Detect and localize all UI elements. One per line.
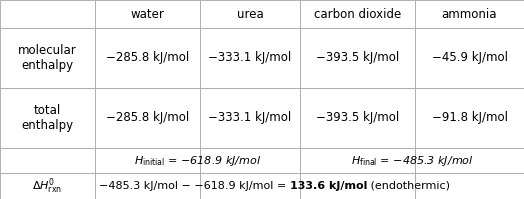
Bar	[300, 0, 415, 28]
Text: −393.5 kJ/mol: −393.5 kJ/mol	[316, 52, 399, 64]
Bar	[95, 88, 200, 148]
Text: $H_{\mathrm{initial}}$ = −618.9 kJ/mol: $H_{\mathrm{initial}}$ = −618.9 kJ/mol	[134, 153, 261, 168]
Bar	[95, 28, 200, 88]
Text: 133.6 kJ/mol: 133.6 kJ/mol	[290, 181, 367, 191]
Bar	[0, 0, 95, 28]
Bar	[415, 28, 524, 88]
Bar	[95, 148, 200, 173]
Bar	[200, 88, 300, 148]
Bar	[415, 88, 524, 148]
Bar	[200, 148, 300, 173]
Bar	[0, 173, 95, 199]
Text: (endothermic): (endothermic)	[367, 181, 450, 191]
Text: $\Delta H^0_{\mathrm{rxn}}$: $\Delta H^0_{\mathrm{rxn}}$	[32, 176, 62, 196]
Text: urea: urea	[237, 8, 264, 20]
Text: $H_{\mathrm{final}}$ = −485.3 kJ/mol: $H_{\mathrm{final}}$ = −485.3 kJ/mol	[351, 153, 473, 168]
Text: −45.9 kJ/mol: −45.9 kJ/mol	[431, 52, 508, 64]
Bar	[95, 0, 200, 28]
Bar	[300, 173, 415, 199]
Text: −485.3 kJ/mol − −618.9 kJ/mol =: −485.3 kJ/mol − −618.9 kJ/mol =	[99, 181, 290, 191]
Bar	[415, 148, 524, 173]
Text: molecular
enthalpy: molecular enthalpy	[18, 44, 77, 72]
Bar	[415, 0, 524, 28]
Text: water: water	[130, 8, 165, 20]
Text: −393.5 kJ/mol: −393.5 kJ/mol	[316, 111, 399, 125]
Bar	[0, 28, 95, 88]
Text: ammonia: ammonia	[442, 8, 497, 20]
Bar	[300, 88, 415, 148]
Bar	[300, 148, 415, 173]
Text: −333.1 kJ/mol: −333.1 kJ/mol	[209, 52, 292, 64]
Text: −333.1 kJ/mol: −333.1 kJ/mol	[209, 111, 292, 125]
Bar	[95, 173, 200, 199]
Text: −285.8 kJ/mol: −285.8 kJ/mol	[106, 111, 189, 125]
Text: total
enthalpy: total enthalpy	[21, 103, 73, 133]
Bar	[200, 28, 300, 88]
Bar	[200, 173, 300, 199]
Text: −91.8 kJ/mol: −91.8 kJ/mol	[431, 111, 508, 125]
Bar	[0, 88, 95, 148]
Text: −285.8 kJ/mol: −285.8 kJ/mol	[106, 52, 189, 64]
Bar	[300, 28, 415, 88]
Text: carbon dioxide: carbon dioxide	[314, 8, 401, 20]
Bar	[200, 0, 300, 28]
Bar	[415, 173, 524, 199]
Bar	[0, 148, 95, 173]
